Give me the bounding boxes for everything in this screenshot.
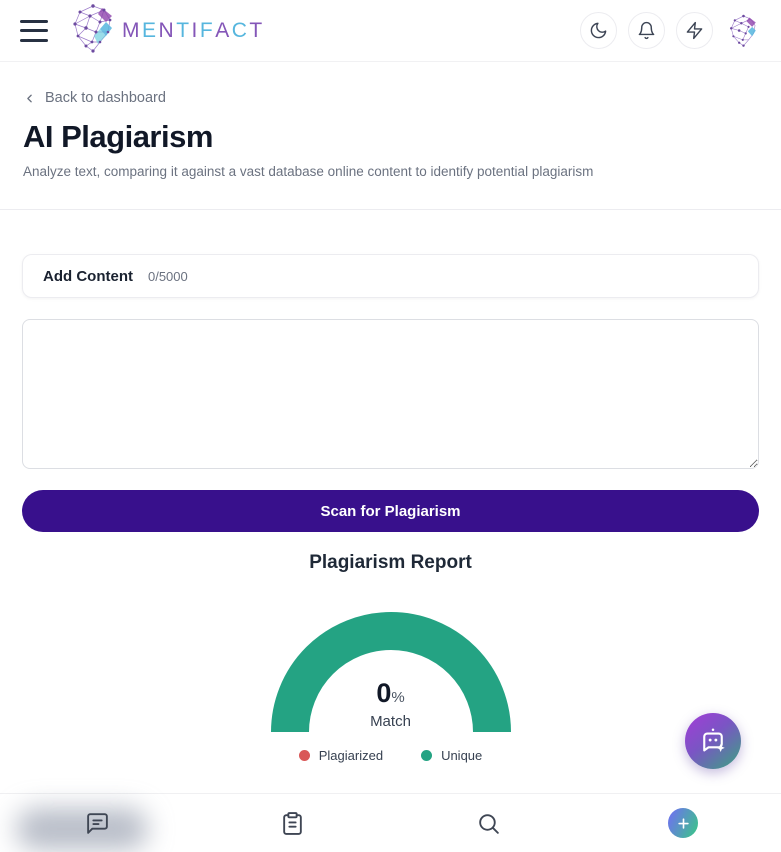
legend-item-plagiarized: Plagiarized: [298, 748, 384, 763]
main-content: Add Content 0/5000 Scan for Plagiarism P…: [0, 254, 781, 763]
nav-add-button[interactable]: [586, 808, 781, 838]
unique-dot-icon: [421, 750, 433, 761]
gauge-unit: %: [391, 689, 405, 706]
moon-icon: [590, 22, 607, 39]
back-to-dashboard-link[interactable]: Back to dashboard: [23, 90, 166, 106]
notifications-button[interactable]: [628, 12, 665, 49]
nav-notes-button[interactable]: [195, 811, 390, 836]
bell-icon: [638, 21, 655, 40]
quick-actions-button[interactable]: [676, 12, 713, 49]
page-subtitle: Analyze text, comparing it against a vas…: [23, 164, 594, 179]
gauge-center-text: 0% Match: [271, 678, 511, 731]
legend-item-unique: Unique: [421, 748, 482, 763]
bottom-nav: [0, 793, 781, 852]
gauge-value: 0: [376, 678, 392, 708]
chat-message-icon: [87, 812, 108, 834]
add-content-card: Add Content 0/5000: [22, 254, 759, 298]
gauge-label: Match: [370, 713, 411, 730]
page-hero: Back to dashboard AI Plagiarism Analyze …: [0, 62, 781, 210]
brand-logo-icon: [66, 2, 120, 59]
gauge-legend: Plagiarized Unique: [22, 748, 759, 763]
clipboard-icon: [283, 811, 303, 835]
char-counter: 0/5000: [147, 268, 188, 284]
page-title: AI Plagiarism: [23, 119, 213, 154]
menu-icon[interactable]: [20, 19, 48, 42]
plagiarism-gauge: 0% Match: [270, 612, 511, 732]
section-divider: [0, 209, 781, 210]
gauge-arc-unique: [270, 612, 511, 732]
search-icon: [478, 813, 499, 834]
nav-search-button[interactable]: [391, 811, 586, 836]
add-content-label: Add Content: [43, 267, 133, 285]
plagiarized-dot-icon: [298, 750, 310, 761]
nav-active-glow: [16, 808, 148, 850]
report-title: Plagiarism Report: [309, 552, 472, 573]
add-plus-icon: [668, 808, 699, 838]
chatbot-fab-button[interactable]: [685, 713, 741, 769]
legend-label: Plagiarized: [318, 748, 384, 763]
dark-mode-button[interactable]: [580, 12, 617, 49]
bolt-icon: [686, 21, 703, 40]
chatbot-robot-icon: [703, 728, 725, 752]
profile-avatar[interactable]: [724, 11, 763, 50]
legend-label: Unique: [441, 748, 483, 763]
back-link-label: Back to dashboard: [45, 90, 166, 106]
nav-chat-button[interactable]: [0, 811, 195, 836]
chevron-left-icon: [27, 94, 32, 102]
scan-button[interactable]: Scan for Plagiarism: [22, 490, 759, 532]
content-textarea[interactable]: [22, 319, 759, 469]
